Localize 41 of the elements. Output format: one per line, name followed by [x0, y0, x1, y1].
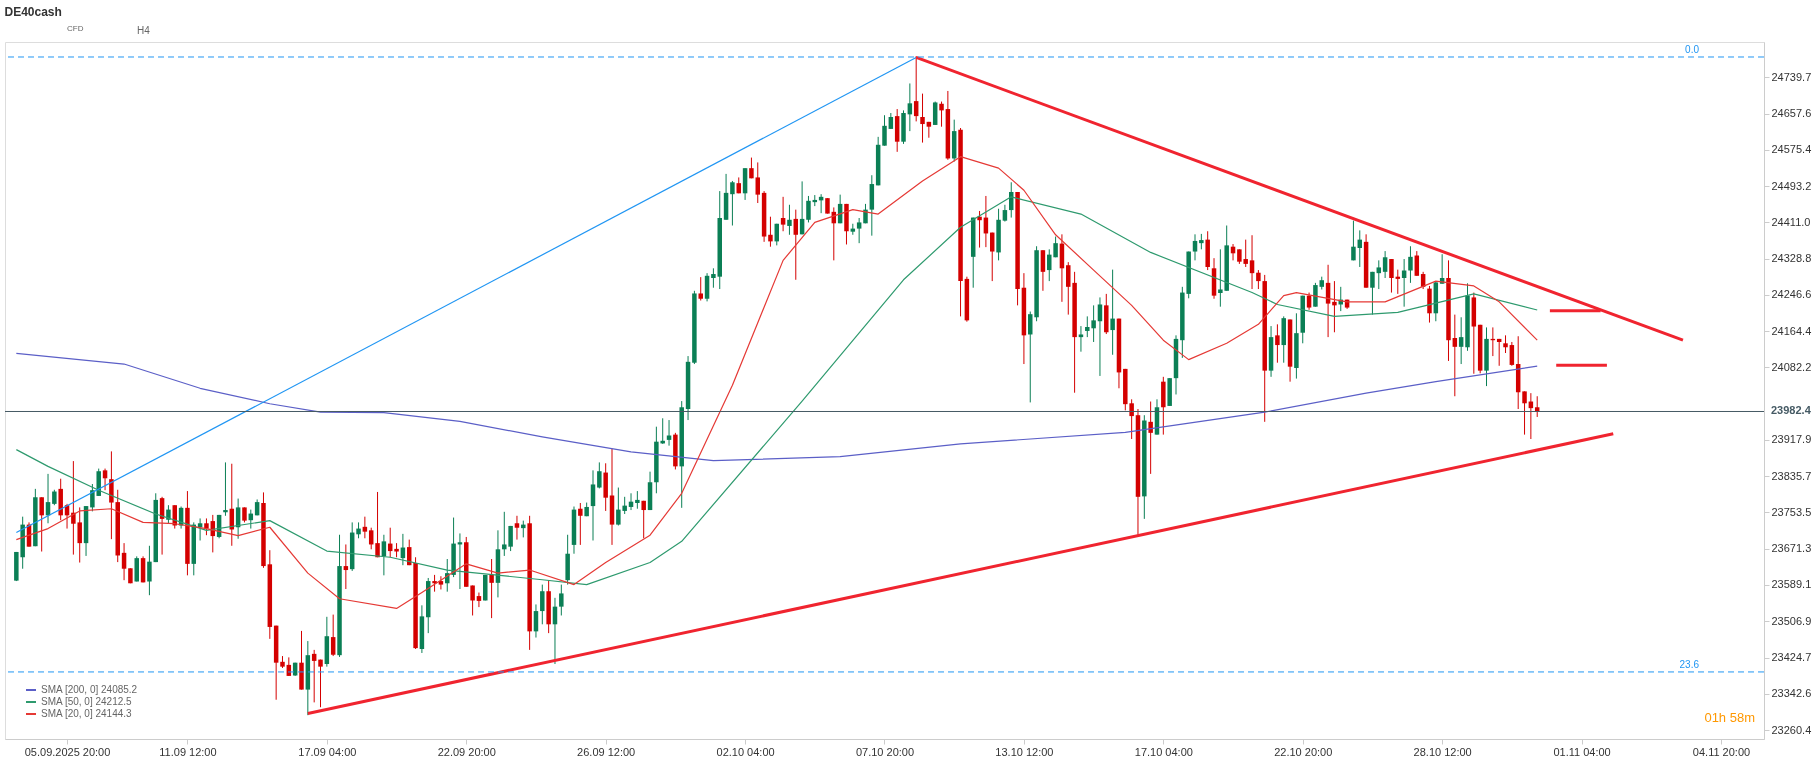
x-tick-label: 04.11 20:00 [1692, 745, 1751, 758]
y-tick-label: 24164.4 [1771, 324, 1812, 337]
y-tick-label: 23589.1 [1771, 578, 1812, 591]
y-tick-label: 24657.6 [1771, 107, 1812, 120]
y-tick-label: 23835.7 [1771, 469, 1812, 482]
x-tick-label: 17.09 04:00 [298, 745, 357, 758]
x-tick-label: 26.09 12:00 [577, 745, 636, 758]
y-tick-label: 23506.9 [1771, 614, 1812, 627]
x-tick-label: 05.09.2025 20:00 [24, 745, 111, 758]
y-tick-label: 23917.9 [1771, 433, 1812, 446]
y-tick-label: 24739.7 [1771, 70, 1812, 83]
y-tick-label: 23753.5 [1771, 505, 1812, 518]
text: CFD [67, 24, 84, 33]
y-tick-label: 24493.2 [1771, 179, 1812, 192]
y-tick-label: 24328.8 [1771, 252, 1812, 265]
annotation: 01h 58m [1704, 710, 1755, 725]
y-tick-label: 24246.6 [1771, 288, 1812, 301]
annotation: 0.0 [1685, 44, 1700, 55]
x-tick-label: 01.11 04:00 [1553, 745, 1611, 758]
x-tick-label: 11.09 12:00 [159, 745, 217, 758]
x-tick-label: 22.09 20:00 [437, 745, 496, 758]
y-tick-label: 23342.6 [1771, 687, 1812, 700]
x-tick-label: 17.10 04:00 [1134, 745, 1193, 758]
x-tick-label: 28.10 12:00 [1413, 745, 1472, 758]
chart-title: DE40cash [4, 5, 62, 19]
y-tick-label: 23671.3 [1771, 542, 1812, 555]
x-tick-label: 02.10 04:00 [716, 745, 775, 758]
y-tick-label: 24411.0 [1771, 215, 1811, 228]
legend-label: SMA [200, 0] 24085.2 [41, 684, 138, 695]
y-tick-label: 24575.4 [1771, 143, 1812, 156]
y-tick-label: 24082.2 [1771, 360, 1812, 373]
y-tick-label: 23424.7 [1771, 651, 1812, 664]
legend-label: SMA [20, 0] 24144.3 [41, 708, 133, 719]
x-tick-label: 22.10 20:00 [1274, 745, 1333, 758]
x-tick-label: 07.10 20:00 [855, 745, 915, 758]
x-tick-label: 13.10 12:00 [995, 745, 1054, 758]
legend-label: SMA [50, 0] 24212.5 [41, 696, 133, 707]
text: H4 [137, 25, 151, 36]
annotation: 23.6 [1679, 658, 1700, 670]
ref-line-label: 23982.4 [1771, 404, 1812, 417]
y-tick-label: 23260.4 [1771, 723, 1812, 736]
